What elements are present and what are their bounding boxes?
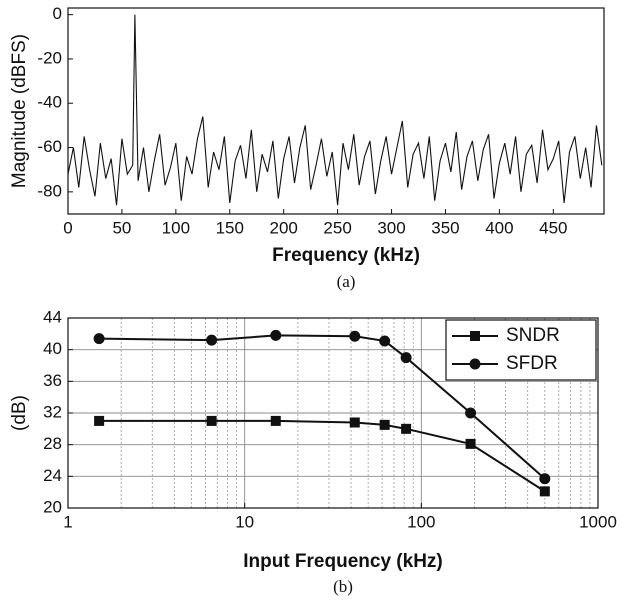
x-tick-label: 1 xyxy=(63,512,72,531)
legend-marker xyxy=(470,331,480,341)
marker xyxy=(206,415,217,426)
y-tick-label: 20 xyxy=(43,497,62,516)
x-axis-label: Frequency (kHz) xyxy=(272,245,420,266)
x-tick-label: 0 xyxy=(63,218,72,237)
marker xyxy=(270,329,282,341)
legend-box xyxy=(445,319,597,381)
y-tick-label: 32 xyxy=(43,402,62,421)
y-tick-label: 0 xyxy=(53,4,62,23)
marker xyxy=(206,334,218,346)
y-tick-label: -80 xyxy=(37,181,62,200)
marker xyxy=(349,417,360,428)
marker xyxy=(401,423,412,434)
data-line xyxy=(67,14,603,206)
x-tick-label: 100 xyxy=(162,218,190,237)
marker xyxy=(379,335,391,347)
marker xyxy=(93,333,105,345)
caption: (a) xyxy=(337,272,356,291)
marker xyxy=(465,438,476,449)
x-tick-label: 350 xyxy=(431,218,459,237)
y-tick-label: 36 xyxy=(43,371,62,390)
legend-label: SFDR xyxy=(506,353,558,374)
data-line xyxy=(99,419,546,493)
marker xyxy=(539,473,551,485)
marker xyxy=(539,486,550,497)
x-axis-label: Input Frequency (kHz) xyxy=(243,551,443,572)
x-tick-label: 100 xyxy=(407,512,435,531)
marker xyxy=(270,415,281,426)
caption: (b) xyxy=(333,577,353,596)
x-tick-label: 150 xyxy=(216,218,244,237)
x-tick-label: 450 xyxy=(539,218,567,237)
x-tick-label: 10 xyxy=(235,512,254,531)
y-tick-label: 24 xyxy=(43,466,62,485)
legend-label: SNDR xyxy=(506,325,560,346)
y-tick-label: 28 xyxy=(43,434,62,453)
plot-frame xyxy=(67,7,605,215)
plot-frame xyxy=(67,317,599,509)
x-tick-label: 300 xyxy=(377,218,405,237)
x-tick-label: 250 xyxy=(323,218,351,237)
marker xyxy=(379,419,390,430)
legend-marker xyxy=(469,358,481,370)
x-tick-label: 200 xyxy=(270,218,298,237)
marker xyxy=(465,407,477,419)
y-tick-label: -40 xyxy=(37,93,62,112)
x-tick-label: 50 xyxy=(112,218,131,237)
y-axis-label: Magnitude (dBFS) xyxy=(9,34,30,188)
y-tick-label: 44 xyxy=(43,307,62,326)
y-axis-label: (dB) xyxy=(9,395,30,431)
y-tick-label: 40 xyxy=(43,339,62,358)
x-tick-label: 400 xyxy=(485,218,513,237)
data-line xyxy=(99,334,546,480)
marker xyxy=(94,415,105,426)
x-tick-label: 1000 xyxy=(579,512,617,531)
marker xyxy=(400,352,412,364)
y-tick-label: -20 xyxy=(37,48,62,67)
y-tick-label: -60 xyxy=(37,137,62,156)
marker xyxy=(349,330,361,342)
